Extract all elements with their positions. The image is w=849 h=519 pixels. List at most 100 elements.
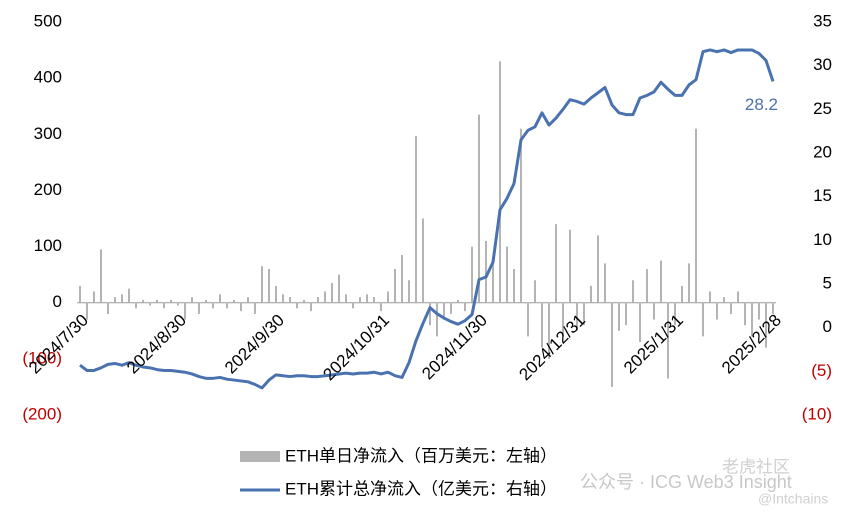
- bar: [730, 302, 732, 314]
- bar: [408, 280, 410, 303]
- y2-tick-label: 15: [813, 186, 832, 205]
- bar: [240, 302, 242, 312]
- bar: [737, 291, 739, 303]
- bar: [373, 297, 375, 303]
- bar: [604, 263, 606, 303]
- data-label: 28.2: [745, 95, 778, 114]
- bar: [268, 269, 270, 303]
- y-tick-label: 200: [34, 180, 62, 199]
- bar: [184, 302, 186, 320]
- legend-swatch-bar: [240, 451, 280, 462]
- bar: [625, 302, 627, 326]
- bar: [429, 302, 431, 326]
- bar: [450, 302, 452, 314]
- bar: [212, 302, 214, 309]
- bar: [275, 285, 277, 303]
- y2-tick-label: 5: [823, 273, 832, 292]
- bar: [723, 297, 725, 303]
- bar: [359, 297, 361, 303]
- y2-tick-label: (5): [811, 361, 832, 380]
- bar: [520, 128, 522, 303]
- bar: [107, 302, 109, 314]
- y-tick-label: 0: [53, 292, 62, 311]
- x-tick-label: 2024/12/31: [515, 311, 589, 385]
- bar: [345, 294, 347, 303]
- bar: [86, 302, 88, 320]
- bar: [674, 302, 676, 326]
- bar: [261, 266, 263, 303]
- y2-tick-label: 20: [813, 142, 832, 161]
- bar: [653, 302, 655, 320]
- bar: [555, 224, 557, 303]
- bar: [632, 280, 634, 303]
- bar: [303, 299, 305, 303]
- watermark: @Intchains: [758, 491, 828, 507]
- bar: [128, 288, 130, 303]
- y2-tick-label: 35: [813, 11, 832, 30]
- bar: [415, 135, 417, 303]
- bar: [744, 302, 746, 326]
- bar: [289, 297, 291, 303]
- y-tick-label: 300: [34, 124, 62, 143]
- bar: [639, 302, 641, 343]
- y-tick-label: 400: [34, 68, 62, 87]
- bar: [681, 285, 683, 303]
- bar: [576, 302, 578, 331]
- bar: [702, 302, 704, 337]
- bar: [660, 260, 662, 303]
- bar: [478, 114, 480, 303]
- bar: [611, 302, 613, 387]
- watermark: 老虎社区: [722, 457, 790, 476]
- y2-tick-label: 0: [823, 317, 832, 336]
- bar: [569, 229, 571, 303]
- y-tick-label: 500: [34, 11, 62, 30]
- x-tick-label: 2024/9/30: [221, 311, 288, 378]
- bar: [667, 302, 669, 379]
- bar: [170, 299, 172, 303]
- bar: [156, 299, 158, 303]
- bar: [310, 302, 312, 312]
- bar: [331, 283, 333, 303]
- bar: [93, 291, 95, 303]
- legend-label: ETH累计总净流入（亿美元：右轴）: [285, 479, 557, 498]
- bar: [709, 291, 711, 303]
- bar: [163, 302, 165, 309]
- legend-label: ETH单日净流入（百万美元：左轴）: [285, 446, 557, 465]
- bar: [387, 291, 389, 303]
- bar: [457, 299, 459, 303]
- bar: [499, 61, 501, 303]
- bar: [513, 269, 515, 303]
- y-tick-label: (100): [22, 348, 62, 367]
- bar: [205, 299, 207, 303]
- x-tick-label: 2025/1/31: [620, 311, 687, 378]
- bar: [317, 297, 319, 303]
- bar: [100, 249, 102, 303]
- bar: [688, 263, 690, 303]
- bar: [695, 128, 697, 303]
- y2-tick-label: 10: [813, 230, 832, 249]
- bar: [618, 302, 620, 331]
- bar: [254, 302, 256, 314]
- bar: [758, 302, 760, 320]
- bar: [142, 299, 144, 303]
- bar: [548, 302, 550, 359]
- bar: [436, 302, 438, 337]
- bar: [226, 302, 228, 309]
- bar: [471, 246, 473, 303]
- bar: [380, 302, 382, 312]
- watermark: 公众号 · ICG Web3 Insight: [580, 472, 792, 492]
- bar: [751, 302, 753, 337]
- bar: [464, 302, 466, 312]
- bar: [338, 274, 340, 303]
- bar: [716, 302, 718, 320]
- bar: [233, 299, 235, 303]
- bar: [114, 297, 116, 303]
- bar: [198, 302, 200, 314]
- bar: [534, 280, 536, 303]
- bar: [485, 240, 487, 303]
- bar: [562, 302, 564, 337]
- bar: [219, 294, 221, 303]
- bar: [121, 294, 123, 303]
- bar: [597, 235, 599, 303]
